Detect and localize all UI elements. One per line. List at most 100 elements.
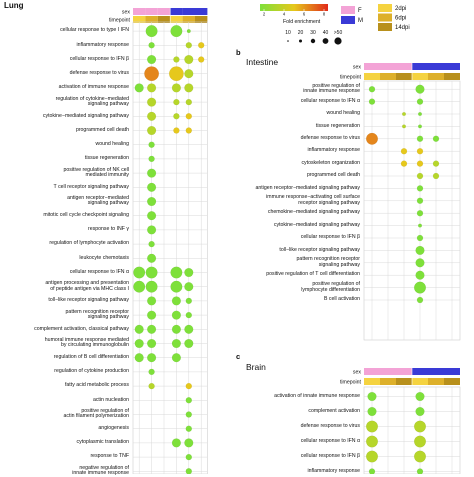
intestine-enrichment-point [415,258,425,268]
intestine-term-label: antigen receptor−mediated signaling path… [255,184,360,191]
lung-enrichment-point [147,253,157,263]
lung-enrichment-point [148,382,155,390]
lung-enrichment-point [185,468,192,474]
lung-term-label: fatty acid metabolic process [64,382,129,389]
intestine-enrichment-point [432,172,440,180]
lung-enrichment-point [147,310,157,320]
intestine-enrichment-point [402,124,406,129]
intestine-timepoint-bar-cell [364,73,380,80]
intestine-timepoint-bar-cell [380,73,396,80]
lung-enrichment-point [148,368,155,376]
brain-enrichment-point [366,435,378,448]
lung-enrichment-point [147,324,157,334]
lung-term-label: T cell receptor signaling pathway [53,183,129,190]
intestine-enrichment-point [416,98,424,105]
brain-enrichment-point [366,450,378,463]
intestine-enrichment-point [416,210,424,217]
intestine-enrichment-point [366,132,378,145]
brain-enrichment-point [366,420,378,433]
intestine-enrichment-point [400,148,408,155]
lung-enrichment-point [185,297,192,305]
lung-sex-bar-cell [145,8,158,15]
lung-timepoint-bar-cell [157,16,171,23]
lung-enrichment-point [145,266,158,279]
intestine-term-label: tissue regeneration [315,122,360,129]
size-legend-tick-label: 20 [298,30,304,36]
brain-term-label: cellular response to IFN α [300,437,360,444]
lung-enrichment-point [147,353,157,363]
lung-enrichment-point [147,211,157,221]
lung-enrichment-point [147,182,157,192]
lung-term-label: inflammatory response [76,41,129,48]
lung-term-label: toll−like receptor signaling pathway [48,297,129,304]
intestine-term-label: immune response−activating cell surface … [266,194,360,206]
lung-enrichment-point [185,453,192,461]
lung-enrichment-point [185,382,192,390]
lung-enrichment-point [184,438,194,448]
lung-enrichment-point [144,66,159,82]
intestine-enrichment-point [416,148,424,155]
lung-enrichment-point [198,56,205,63]
lung-enrichment-point [185,42,192,49]
brain-sex-bar-cell [396,368,412,375]
lung-enrichment-point [171,296,181,306]
lung-term-label: cellular response to type I IFN [60,27,129,34]
intestine-enrichment-point [416,197,424,204]
lung-sex-bar-cell [182,8,195,15]
lung-enrichment-point [147,296,157,306]
lung-enrichment-point [171,324,181,334]
intestine-term-label: pattern recognition receptor signaling p… [296,256,360,268]
brain-sex-header-label: sex [353,370,361,376]
timepoint-legend-swatch-2dpi [378,4,392,12]
lung-enrichment-point [185,311,192,319]
intestine-enrichment-point [432,160,440,167]
lung-term-label: programmed cell death [75,126,129,133]
lung-enrichment-point [184,324,194,334]
brain-term-label: complement activation [308,407,360,414]
lung-enrichment-point [134,324,144,334]
lung-term-label: response to TNF [90,453,129,460]
lung-term-label: tissue regeneration [84,155,129,162]
lung-enrichment-point [171,438,181,448]
size-legend-dot [287,40,289,42]
size-legend-dot [334,37,342,45]
brain-term-label: defense response to virus [300,422,360,429]
intestine-sex-header-label: sex [353,65,361,71]
lung-panel-title: Lung [4,1,24,10]
color-legend-tick-label: 6 [303,12,306,17]
lung-term-label: cytokine−mediated signaling pathway [42,112,129,119]
lung-enrichment-point [147,196,157,207]
lung-term-label: activation of immune response [58,84,129,91]
lung-enrichment-point [198,42,205,49]
intestine-panel-letter: b [236,48,241,57]
intestine-enrichment-point [368,98,376,105]
intestine-enrichment-point [368,86,376,93]
lung-enrichment-point [148,155,155,163]
intestine-enrichment-point [416,296,424,304]
lung-enrichment-point [173,56,180,63]
lung-term-label: regulation of cytokine−mediated signalin… [55,95,129,108]
color-legend-tick-label: 4 [283,12,286,17]
lung-enrichment-point [171,83,181,93]
lung-enrichment-point [147,83,157,93]
sex-legend-swatch-m [341,16,355,24]
lung-term-label: cytoplasmic translation [76,439,129,446]
lung-term-label: angiogenesis [98,424,129,431]
lung-timepoint-bar-cell [145,16,158,23]
intestine-enrichment-point [432,135,440,142]
intestine-sex-bar-cell [380,63,396,70]
lung-term-label: mitotic cell cycle checkpoint signaling [43,211,129,218]
lung-sex-bar-cell [170,8,183,15]
brain-sex-bar-cell [380,368,396,375]
lung-enrichment-point [185,113,192,120]
brain-enrichment-point [414,450,426,463]
lung-term-label: negative regulation of innate immune res… [72,464,129,477]
color-legend-tick-label: 2 [263,12,266,17]
intestine-term-label: programmed cell death [306,172,360,179]
lung-sex-bar-cell [133,8,146,15]
timepoint-legend-swatch-6dpi [378,13,392,22]
brain-enrichment-point [367,391,377,402]
lung-enrichment-point [147,125,157,136]
lung-term-label: cellular response to IFN α [69,268,129,275]
brain-term-label: cellular response to IFN β [300,452,360,459]
